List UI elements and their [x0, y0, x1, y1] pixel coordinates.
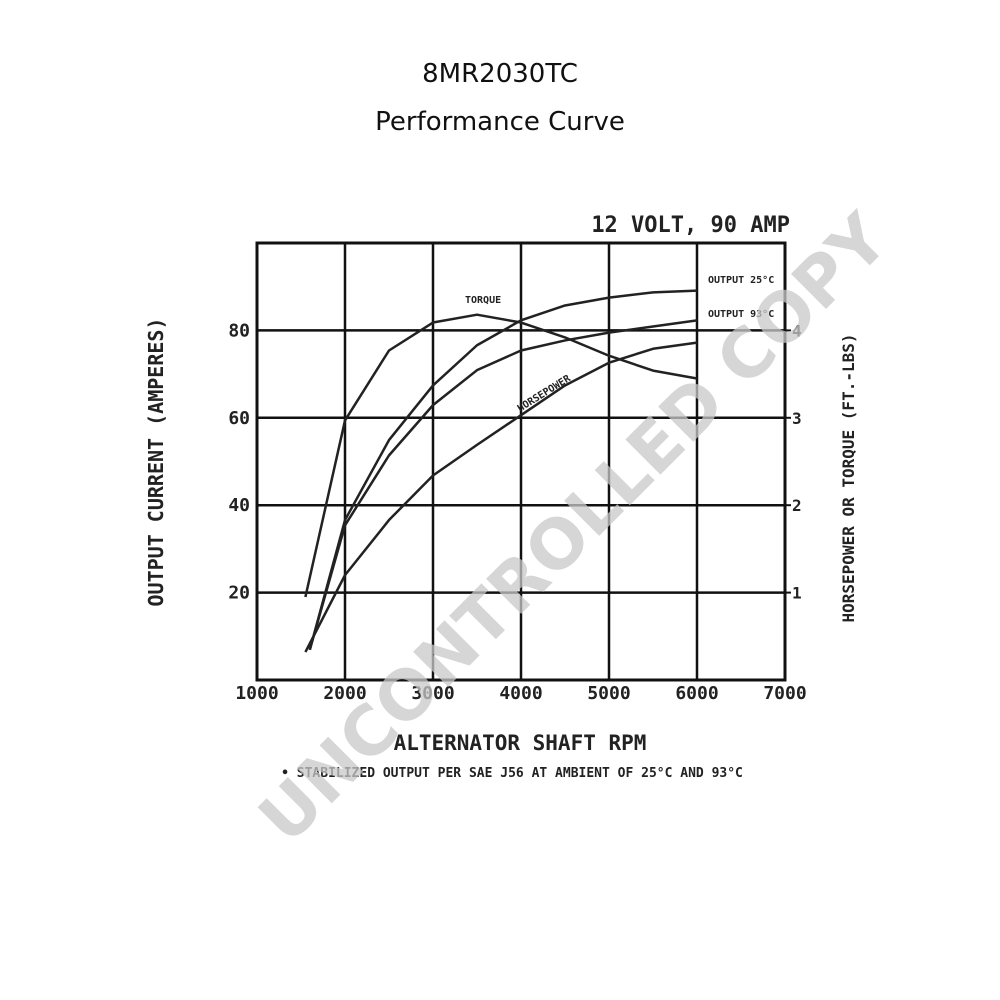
series-line — [308, 319, 698, 651]
y-tick-label: 20 — [228, 583, 250, 604]
x-tick-label: 3000 — [411, 683, 454, 704]
y2-tick-label: 3 — [792, 409, 802, 428]
series-line — [304, 341, 698, 653]
y-tick-label: 80 — [228, 320, 250, 341]
y2-tick-label: 2 — [792, 496, 802, 515]
series-label: TORQUE — [465, 295, 501, 306]
y-tick-label: 40 — [228, 495, 250, 516]
chart-subtitle: Performance Curve — [375, 107, 625, 137]
plot-area: 1000 2000 3000 4000 5000 6000 7000 20 40 60 80 1 2 3 4… — [228, 243, 807, 704]
x-tick-label: 4000 — [499, 683, 542, 704]
x-tick-label: 6000 — [675, 683, 718, 704]
series-label: HORSEPOWER — [516, 373, 574, 415]
chart-annotation: 12 VOLT, 90 AMP — [591, 213, 790, 238]
series-label: OUTPUT 25°C — [708, 275, 774, 286]
series-line — [308, 289, 698, 651]
x-axis-label: ALTERNATOR SHAFT RPM — [394, 731, 647, 755]
chart-title: 8MR2030TC — [422, 59, 578, 89]
x-tick-label: 7000 — [763, 683, 806, 704]
x-tick-label: 2000 — [323, 683, 366, 704]
footnote: • STABILIZED OUTPUT PER SAE J56 AT AMBIE… — [281, 766, 743, 781]
y2-tick-label: 4 — [792, 321, 802, 340]
x-tick-label: 1000 — [235, 683, 278, 704]
y-axis-label: OUTPUT CURRENT (AMPERES) — [144, 318, 168, 607]
x-tick-label: 5000 — [587, 683, 630, 704]
y2-axis-label: HORSEPOWER OR TORQUE (FT.-LBS) — [839, 334, 858, 623]
y-tick-label: 60 — [228, 408, 250, 429]
series-label: OUTPUT 93°C — [708, 309, 774, 320]
series-line — [304, 313, 698, 598]
y2-tick-label: 1 — [792, 584, 802, 603]
